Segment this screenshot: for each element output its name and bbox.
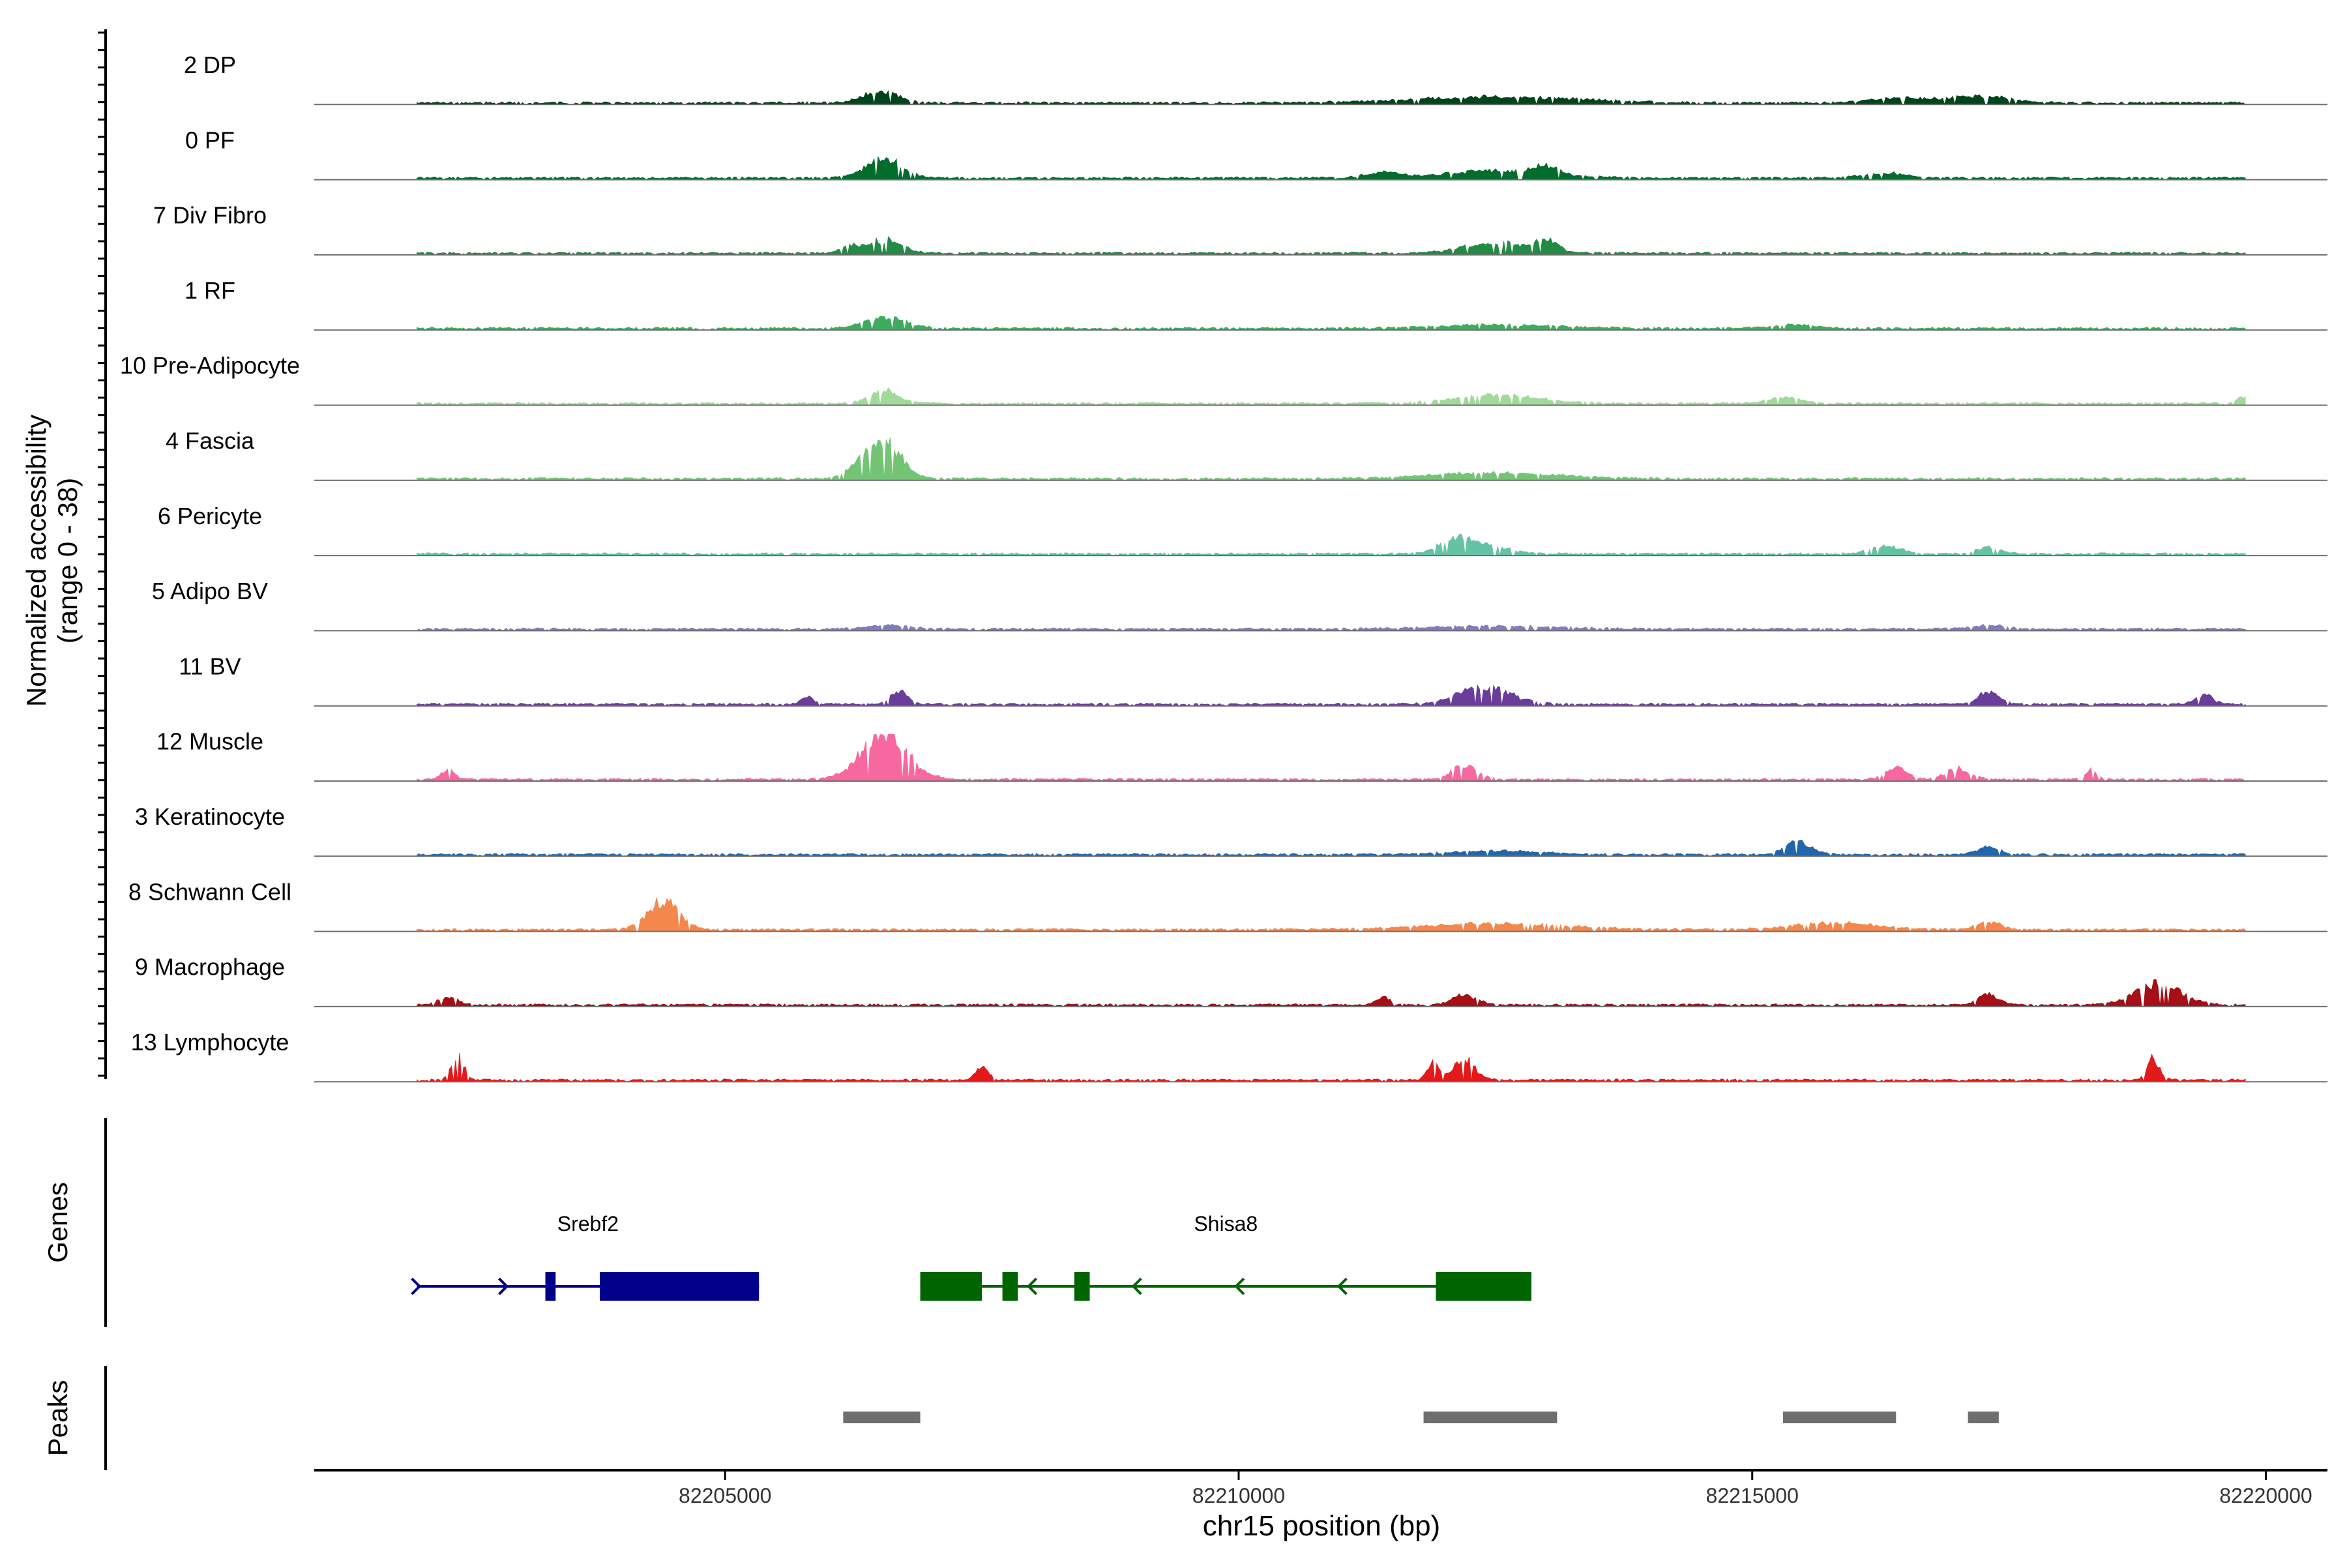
coverage-area [417, 236, 2246, 256]
peak-region [843, 1412, 921, 1423]
peak-regions [843, 1412, 1999, 1423]
track-6: 6 Pericyte [158, 503, 2327, 557]
track-5: 4 Fascia [166, 428, 2327, 482]
gene-srebf2: Srebf2 [411, 1212, 760, 1301]
x-tick-label: 82205000 [679, 1484, 771, 1507]
strand-arrow [411, 1277, 422, 1295]
track-3: 1 RF [185, 277, 2327, 331]
coverage-area [417, 839, 2246, 857]
track-label: 2 DP [184, 52, 236, 78]
x-tick-label: 82210000 [1192, 1484, 1285, 1507]
coverage-area [417, 90, 2247, 106]
track-2: 7 Div Fibro [153, 202, 2327, 256]
gene-exon [1002, 1272, 1018, 1301]
track-10: 3 Keratinocyte [135, 803, 2327, 857]
y-axis-label-line2: (range 0 - 38) [52, 478, 83, 643]
x-axis-label: chr15 position (bp) [1203, 1510, 1440, 1542]
gene-exon [1074, 1272, 1090, 1301]
coverage-area [417, 733, 2247, 782]
track-label: 10 Pre-Adipocyte [120, 352, 300, 379]
coverage-area [417, 387, 2246, 407]
track-11: 8 Schwann Cell [128, 878, 2327, 933]
track-label: 9 Macrophage [135, 954, 285, 981]
peak-region [1782, 1412, 1897, 1423]
track-1: 0 PF [185, 126, 2327, 181]
coverage-area [417, 156, 2246, 181]
genes-label: Genes [42, 1182, 73, 1263]
track-label: 11 BV [179, 653, 241, 679]
track-label: 6 Pericyte [158, 503, 262, 529]
track-label: 5 Adipo BV [152, 578, 268, 604]
peak-region [1423, 1412, 1557, 1423]
strand-arrow [1026, 1277, 1038, 1295]
track-7: 5 Adipo BV [152, 578, 2327, 632]
gene-label: Shisa8 [1194, 1212, 1258, 1235]
y-axis-label: Normalized accessibility (range 0 - 38) [21, 415, 83, 707]
strand-arrow [1234, 1277, 1245, 1295]
peaks-label: Peaks [42, 1380, 73, 1457]
strand-arrow [498, 1277, 509, 1295]
gene-label: Srebf2 [557, 1212, 619, 1235]
gene-exon [545, 1272, 556, 1301]
track-label: 1 RF [185, 277, 235, 304]
strand-arrow [1336, 1277, 1348, 1295]
x-tick-label: 82220000 [2219, 1484, 2312, 1507]
coverage-area [417, 1052, 2246, 1084]
coverage-tracks: 2 DP 0 PF 7 Div Fibro 1 RF 10 Pre-Adipocyte 4… [120, 52, 2327, 1084]
coverage-area [416, 623, 2246, 632]
peak-region [1968, 1412, 1999, 1423]
gene-exon [1436, 1272, 1531, 1301]
track-label: 7 Div Fibro [153, 202, 267, 229]
track-label: 12 Muscle [156, 728, 263, 755]
x-axis-ticks: 82205000 82210000 82215000 82220000 [679, 1470, 2312, 1507]
track-label: 0 PF [185, 126, 235, 153]
y-axis-label-line1: Normalized accessibility [21, 415, 52, 707]
track-label: 13 Lymphocyte [131, 1029, 289, 1056]
gene-annotations: Srebf2 Shisa8 [411, 1212, 1531, 1301]
y-axis-ticks [98, 31, 106, 1077]
track-9: 12 Muscle [156, 728, 2327, 782]
track-8: 11 BV [179, 653, 2327, 707]
coverage-area [417, 897, 2246, 933]
track-4: 10 Pre-Adipocyte [120, 352, 2327, 407]
gene-exon [920, 1272, 982, 1301]
coverage-area [417, 316, 2246, 331]
strand-arrow [1131, 1277, 1142, 1295]
track-label: 4 Fascia [166, 428, 255, 454]
coverage-area [417, 979, 2246, 1008]
track-12: 9 Macrophage [135, 954, 2327, 1008]
track-label: 8 Schwann Cell [128, 878, 291, 905]
coverage-area [417, 437, 2246, 482]
gene-exon [599, 1272, 760, 1301]
track-13: 13 Lymphocyte [131, 1029, 2327, 1084]
coverage-area [417, 533, 2246, 557]
track-label: 3 Keratinocyte [135, 803, 285, 830]
gene-shisa8: Shisa8 [920, 1212, 1531, 1301]
track-0: 2 DP [184, 52, 2327, 106]
x-tick-label: 82215000 [1706, 1484, 1799, 1507]
coverage-area [417, 684, 2246, 707]
